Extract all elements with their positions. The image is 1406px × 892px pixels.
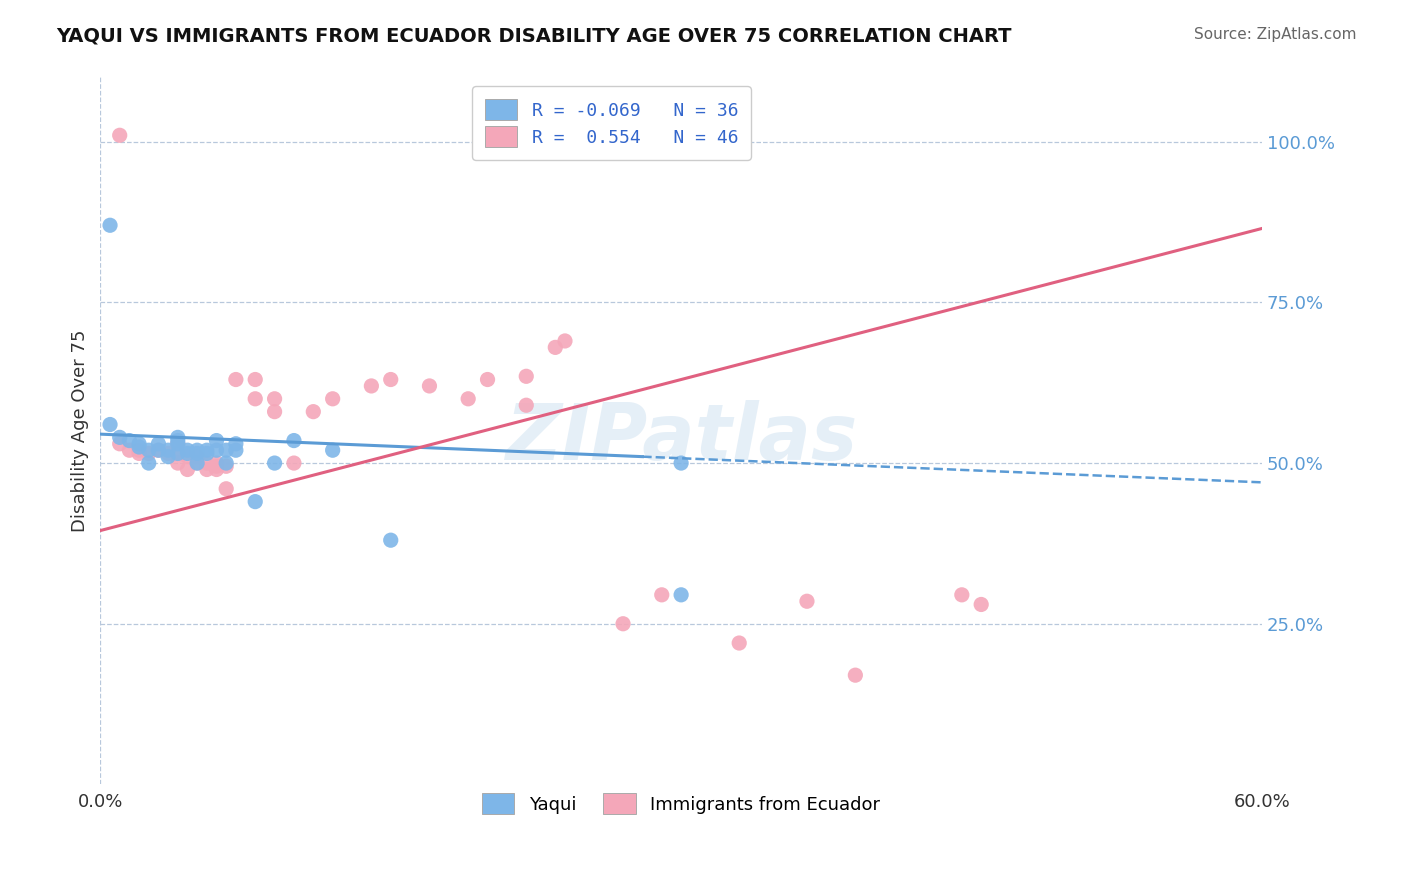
- Point: [128, 446, 150, 460]
- Point: [108, 437, 131, 451]
- Point: [166, 437, 188, 451]
- Text: Source: ZipAtlas.com: Source: ZipAtlas.com: [1194, 27, 1357, 42]
- Point: [844, 668, 866, 682]
- Point: [245, 494, 267, 508]
- Point: [186, 446, 208, 460]
- Text: YAQUI VS IMMIGRANTS FROM ECUADOR DISABILITY AGE OVER 75 CORRELATION CHART: YAQUI VS IMMIGRANTS FROM ECUADOR DISABIL…: [56, 27, 1012, 45]
- Point: [205, 434, 228, 448]
- Point: [176, 443, 198, 458]
- Point: [651, 588, 673, 602]
- Point: [245, 392, 267, 406]
- Point: [245, 372, 267, 386]
- Point: [157, 450, 180, 464]
- Point: [322, 392, 344, 406]
- Point: [263, 456, 285, 470]
- Point: [283, 456, 305, 470]
- Point: [157, 446, 180, 460]
- Point: [166, 446, 188, 460]
- Y-axis label: Disability Age Over 75: Disability Age Over 75: [72, 330, 89, 533]
- Point: [669, 588, 692, 602]
- Point: [166, 437, 188, 451]
- Point: [205, 456, 228, 470]
- Point: [157, 443, 180, 458]
- Point: [263, 404, 285, 418]
- Legend: Yaqui, Immigrants from Ecuador: Yaqui, Immigrants from Ecuador: [471, 782, 891, 825]
- Point: [215, 482, 238, 496]
- Point: [195, 443, 218, 458]
- Point: [544, 340, 567, 354]
- Point: [148, 443, 170, 458]
- Point: [128, 440, 150, 454]
- Point: [225, 443, 247, 458]
- Point: [128, 437, 150, 451]
- Point: [176, 462, 198, 476]
- Point: [166, 446, 188, 460]
- Point: [950, 588, 973, 602]
- Point: [148, 443, 170, 458]
- Point: [195, 462, 218, 476]
- Point: [205, 462, 228, 476]
- Point: [205, 443, 228, 458]
- Point: [108, 430, 131, 444]
- Point: [283, 434, 305, 448]
- Point: [138, 446, 160, 460]
- Point: [128, 443, 150, 458]
- Point: [728, 636, 751, 650]
- Point: [302, 404, 325, 418]
- Point: [215, 443, 238, 458]
- Point: [554, 334, 576, 348]
- Point: [186, 456, 208, 470]
- Point: [380, 533, 402, 548]
- Point: [215, 459, 238, 474]
- Point: [477, 372, 499, 386]
- Point: [186, 456, 208, 470]
- Point: [418, 379, 440, 393]
- Point: [186, 450, 208, 464]
- Point: [166, 434, 188, 448]
- Point: [138, 443, 160, 458]
- Point: [515, 398, 537, 412]
- Point: [215, 456, 238, 470]
- Point: [669, 456, 692, 470]
- Point: [98, 219, 121, 233]
- Point: [263, 392, 285, 406]
- Point: [195, 446, 218, 460]
- Point: [515, 369, 537, 384]
- Point: [98, 417, 121, 432]
- Point: [166, 456, 188, 470]
- Point: [118, 443, 141, 458]
- Point: [166, 430, 188, 444]
- Point: [176, 450, 198, 464]
- Point: [205, 459, 228, 474]
- Point: [225, 372, 247, 386]
- Point: [322, 443, 344, 458]
- Point: [195, 456, 218, 470]
- Point: [796, 594, 818, 608]
- Point: [138, 456, 160, 470]
- Point: [225, 437, 247, 451]
- Point: [457, 392, 479, 406]
- Text: ZIPatlas: ZIPatlas: [505, 400, 858, 476]
- Point: [176, 446, 198, 460]
- Point: [380, 372, 402, 386]
- Point: [970, 598, 993, 612]
- Point: [360, 379, 382, 393]
- Point: [612, 616, 634, 631]
- Point: [186, 443, 208, 458]
- Point: [148, 437, 170, 451]
- Point: [118, 434, 141, 448]
- Point: [108, 128, 131, 143]
